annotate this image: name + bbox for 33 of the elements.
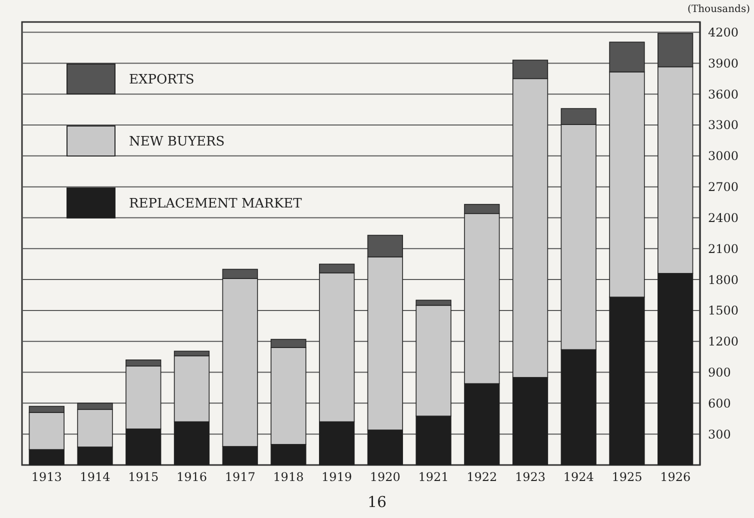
x-tick-label: 1919 xyxy=(322,470,352,484)
y-tick-label: 3600 xyxy=(708,87,739,102)
x-tick-label: 1923 xyxy=(514,470,546,484)
y-tick-label: 4200 xyxy=(708,26,739,40)
x-tick-label: 1922 xyxy=(466,470,498,484)
x-tick-label: 1926 xyxy=(660,470,691,484)
x-tick-label: 1924 xyxy=(563,470,594,484)
text: 16 xyxy=(367,493,387,511)
y-axis-title: (Thousands) xyxy=(688,4,750,15)
y-tick-label: 3000 xyxy=(708,149,739,164)
x-tick-label: 1913 xyxy=(31,470,62,484)
y-tick-label: 2700 xyxy=(708,180,739,194)
y-tick-label: 2400 xyxy=(708,210,739,225)
x-tick-label: 1925 xyxy=(612,470,642,484)
x-tick-label: 1917 xyxy=(224,470,256,484)
x-tick-label: 1916 xyxy=(176,470,208,484)
x-tick-label: 1915 xyxy=(128,470,159,484)
x-tick-label: 1920 xyxy=(370,470,400,484)
x-tick-label: 1914 xyxy=(80,470,111,484)
y-tick-label: 2100 xyxy=(708,242,739,256)
legend-label: NEW BUYERS xyxy=(129,134,225,150)
y-tick-label: 1800 xyxy=(708,272,739,287)
y-tick-label: 3300 xyxy=(708,118,739,132)
legend-label: EXPORTS xyxy=(129,72,194,88)
x-tick-label: 1921 xyxy=(418,470,449,484)
y-tick-label: 1500 xyxy=(708,304,739,318)
y-tick-label: 300 xyxy=(708,427,731,442)
y-tick-label: 900 xyxy=(708,365,731,380)
y-tick-label: 3900 xyxy=(708,56,739,70)
y-tick-label: 1200 xyxy=(708,334,739,349)
legend-label: REPLACEMENT MARKET xyxy=(129,196,302,212)
x-tick-label: 1918 xyxy=(273,470,304,484)
y-tick-label: 600 xyxy=(708,396,731,410)
